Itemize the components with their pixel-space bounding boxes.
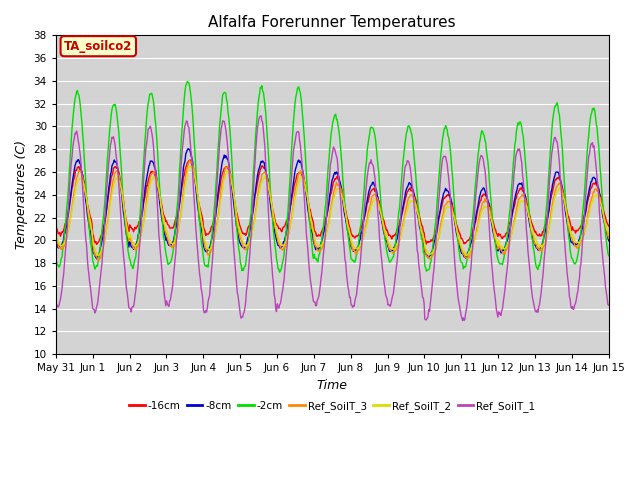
Text: TA_soilco2: TA_soilco2	[64, 40, 132, 53]
X-axis label: Time: Time	[317, 379, 348, 392]
Y-axis label: Temperatures (C): Temperatures (C)	[15, 140, 28, 249]
Title: Alfalfa Forerunner Temperatures: Alfalfa Forerunner Temperatures	[209, 15, 456, 30]
Legend: -16cm, -8cm, -2cm, Ref_SoilT_3, Ref_SoilT_2, Ref_SoilT_1: -16cm, -8cm, -2cm, Ref_SoilT_3, Ref_Soil…	[125, 396, 540, 416]
